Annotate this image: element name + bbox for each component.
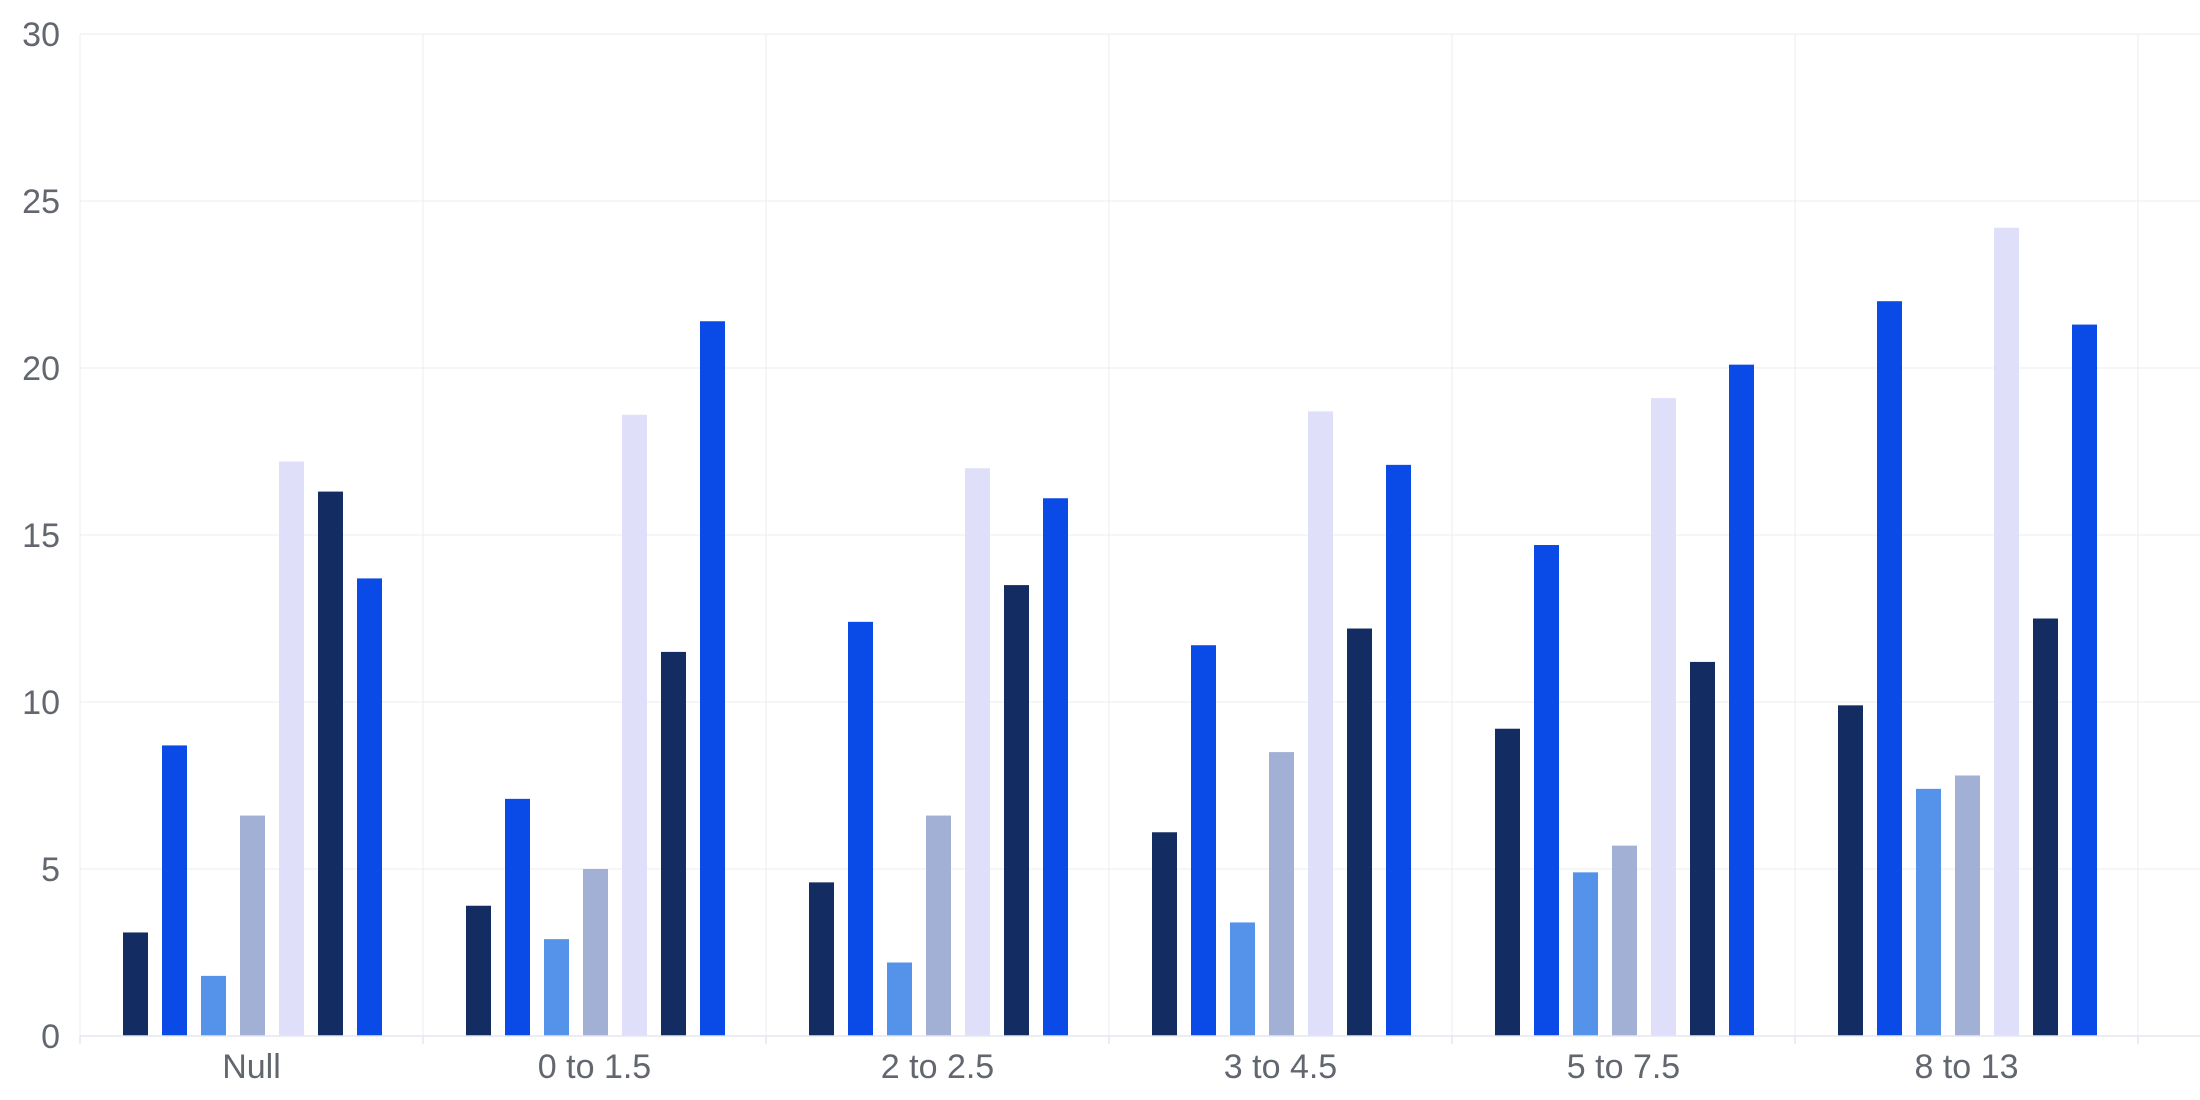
- bar: [1994, 227, 2019, 1037]
- bar: [1495, 728, 1520, 1036]
- tick-labels: 0 5 10 15 20 25 30 Null 0 to 1.5 2 to 2.5 3 to 4.5…: [22, 16, 2018, 1086]
- bar: [700, 321, 725, 1036]
- bar: [2072, 324, 2097, 1037]
- bar: [1347, 628, 1372, 1036]
- bar: [357, 578, 382, 1036]
- bar: [544, 939, 569, 1036]
- bar: [1690, 661, 1715, 1036]
- bar: [965, 468, 990, 1036]
- y-tick-label: 20: [22, 350, 60, 388]
- x-tick-label: 5 to 7.5: [1567, 1048, 1680, 1086]
- bar: [887, 962, 912, 1036]
- y-tick-label: 10: [22, 684, 60, 722]
- bar: [1573, 872, 1598, 1036]
- bar: [318, 491, 343, 1037]
- bar: [809, 882, 834, 1036]
- bar: [1043, 498, 1068, 1036]
- bar: [1230, 922, 1255, 1036]
- bar: [466, 905, 491, 1036]
- bar: [123, 932, 148, 1036]
- bar: [2033, 618, 2058, 1036]
- bar: [1612, 845, 1637, 1036]
- bar: [926, 815, 951, 1036]
- bar: [1651, 398, 1676, 1036]
- x-tick-label: 0 to 1.5: [538, 1048, 651, 1086]
- bar: [279, 461, 304, 1036]
- bar: [201, 975, 226, 1036]
- bar: [1534, 545, 1559, 1036]
- y-tick-label: 0: [41, 1018, 60, 1056]
- x-tick-label: 8 to 13: [1915, 1048, 2019, 1086]
- bar: [505, 798, 530, 1036]
- y-tick-label: 5: [41, 851, 60, 889]
- x-tick-label: 3 to 4.5: [1224, 1048, 1337, 1086]
- bar: [1004, 585, 1029, 1036]
- axes: [79, 1035, 2200, 1044]
- bars: [123, 227, 2097, 1037]
- bar: [162, 745, 187, 1036]
- grid: [79, 33, 2200, 1036]
- bar: [1191, 645, 1216, 1036]
- y-tick-label: 15: [22, 517, 60, 555]
- bar: [1916, 788, 1941, 1036]
- bar: [1386, 464, 1411, 1036]
- bar: [1308, 411, 1333, 1036]
- bar: [240, 815, 265, 1036]
- bar: [1877, 301, 1902, 1036]
- bar: [1269, 752, 1294, 1036]
- bar: [1152, 832, 1177, 1036]
- x-tick-label: Null: [222, 1048, 281, 1086]
- bar: [661, 651, 686, 1036]
- y-tick-label: 25: [22, 183, 60, 221]
- bar: [1729, 364, 1754, 1036]
- bar: [1955, 775, 1980, 1036]
- bar: [583, 869, 608, 1036]
- bar: [622, 414, 647, 1036]
- x-tick-label: 2 to 2.5: [881, 1048, 994, 1086]
- bar: [1838, 705, 1863, 1036]
- bar: [848, 621, 873, 1036]
- y-tick-label: 30: [22, 16, 60, 54]
